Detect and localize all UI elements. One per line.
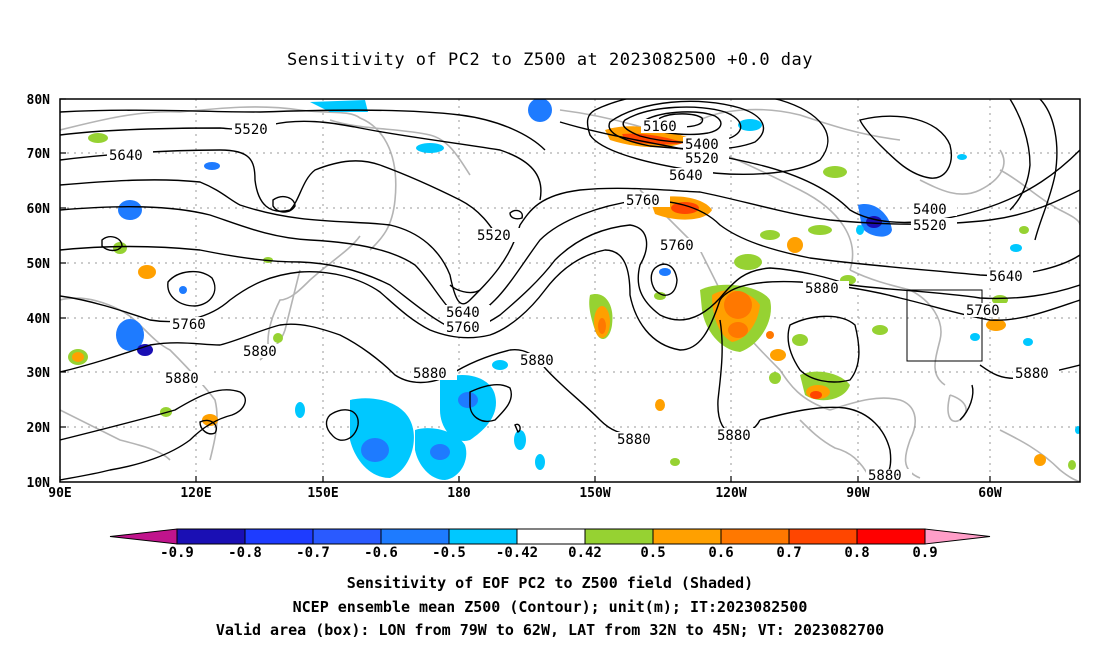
- lat-label: 20N: [27, 421, 51, 436]
- colorbar-tick-label: -0.6: [364, 545, 398, 561]
- contour-label-5640-a: 5640: [109, 148, 143, 164]
- colorbar-below-arrow: [109, 528, 178, 545]
- colorbar-tick-label: 0.8: [844, 545, 869, 561]
- colorbar-bin: [516, 528, 586, 545]
- colorbar-bin: [856, 528, 926, 545]
- colorbar-tick-label: -0.7: [296, 545, 330, 561]
- caption-shading: Sensitivity of EOF PC2 to Z500 field (Sh…: [346, 574, 754, 592]
- coastlines: [60, 106, 1080, 482]
- colorbar-tick-label: 0.7: [776, 545, 801, 561]
- colorbar-tick-label: 0.5: [640, 545, 665, 561]
- lon-label: 90E: [48, 486, 71, 501]
- colorbar-bin: [652, 528, 722, 545]
- contour-label-5520-a: 5520: [234, 122, 268, 138]
- colorbar-bin: [312, 528, 382, 545]
- grid-lines: [60, 99, 1080, 482]
- contour-label-5880-a: 5880: [805, 281, 839, 297]
- colorbar-above-arrow: [924, 528, 991, 545]
- contour-label-5880-e: 5880: [413, 366, 447, 382]
- contour-label-5760-d: 5760: [172, 317, 206, 333]
- contour-label-5880-d: 5880: [165, 371, 199, 387]
- contour-label-5760-e: 5760: [446, 320, 480, 336]
- colorbar-tick-label: -0.42: [496, 545, 538, 561]
- contour-label-layer: 5520 5640 5160 5400 5520 5640 5760 5520 …: [107, 119, 1059, 484]
- colorbar-bin: [448, 528, 518, 545]
- colorbar-tick-label: 0.9: [912, 545, 937, 561]
- contour-label-5880-b: 5880: [243, 344, 277, 360]
- lon-label: 60W: [978, 486, 1002, 501]
- contour-label-5760-c: 5760: [966, 303, 1000, 319]
- lon-label: 180: [447, 486, 471, 501]
- colorbar-bin: [176, 528, 246, 545]
- contour-label-5640-c: 5640: [989, 269, 1023, 285]
- colorbar-bin: [720, 528, 790, 545]
- colorbar-tick-label: 0.6: [708, 545, 733, 561]
- contour-label-5520-c: 5520: [477, 228, 511, 244]
- latitude-labels: 80N 70N 60N 50N 40N 30N 20N 10N: [27, 93, 51, 491]
- colorbar-bin: [244, 528, 314, 545]
- contour-label-5160: 5160: [643, 119, 677, 135]
- contour-label-5880-g: 5880: [617, 432, 651, 448]
- contour-label-5400-b: 5400: [913, 202, 947, 218]
- axis-ticks: [59, 98, 991, 482]
- caption-contour: NCEP ensemble mean Z500 (Contour); unit(…: [292, 598, 808, 616]
- contour-label-5880-c: 5880: [520, 353, 554, 369]
- colorbar-bin: [788, 528, 858, 545]
- lat-label: 60N: [27, 202, 51, 217]
- lat-label: 70N: [27, 147, 51, 162]
- contour-label-5400-a: 5400: [685, 137, 719, 153]
- contour-label-5760-a: 5760: [626, 193, 660, 209]
- lat-label: 30N: [27, 366, 51, 381]
- sensitivity-shading: [68, 99, 1080, 480]
- contour-label-5520-b: 5520: [685, 151, 719, 167]
- contour-label-5760-b: 5760: [660, 238, 694, 254]
- contour-label-5640-b: 5640: [669, 168, 703, 184]
- colorbar-tick-label: -0.5: [432, 545, 466, 561]
- lon-label: 150W: [579, 486, 610, 501]
- lon-label: 120W: [715, 486, 746, 501]
- lat-label: 40N: [27, 312, 51, 327]
- contour-label-5880-f: 5880: [1015, 366, 1049, 382]
- colorbar-tick-label: -0.8: [228, 545, 262, 561]
- contour-label-5520-d: 5520: [913, 218, 947, 234]
- lat-label: 50N: [27, 257, 51, 272]
- plot-frame: [59, 98, 1081, 483]
- colorbar-bin: [380, 528, 450, 545]
- lat-label: 80N: [27, 93, 51, 108]
- lat-label: 10N: [27, 476, 51, 491]
- contour-label-5640-d: 5640: [446, 305, 480, 321]
- colorbar-tick-label: 0.42: [568, 545, 602, 561]
- map-title: Sensitivity of PC2 to Z500 at 2023082500…: [286, 50, 813, 70]
- contour-label-5880-i: 5880: [868, 468, 902, 484]
- colorbar-tick-label: -0.9: [160, 545, 194, 561]
- longitude-labels: 90E 120E 150E 180 150W 120W 90W 60W: [48, 486, 1002, 501]
- lon-label: 150E: [307, 486, 338, 501]
- lon-label: 120E: [180, 486, 211, 501]
- lon-label: 90W: [846, 486, 870, 501]
- caption-valid-area: Valid area (box): LON from 79W to 62W, L…: [215, 621, 885, 639]
- valid-area-box: [906, 289, 983, 362]
- colorbar-bin: [584, 528, 654, 545]
- colorbar: -0.9 -0.8 -0.7 -0.6 -0.5 -0.42 0.42 0.5 0.6 0.7 0.…: [109, 528, 991, 561]
- z500-contours: [60, 99, 1080, 481]
- contour-label-5880-h: 5880: [717, 428, 751, 444]
